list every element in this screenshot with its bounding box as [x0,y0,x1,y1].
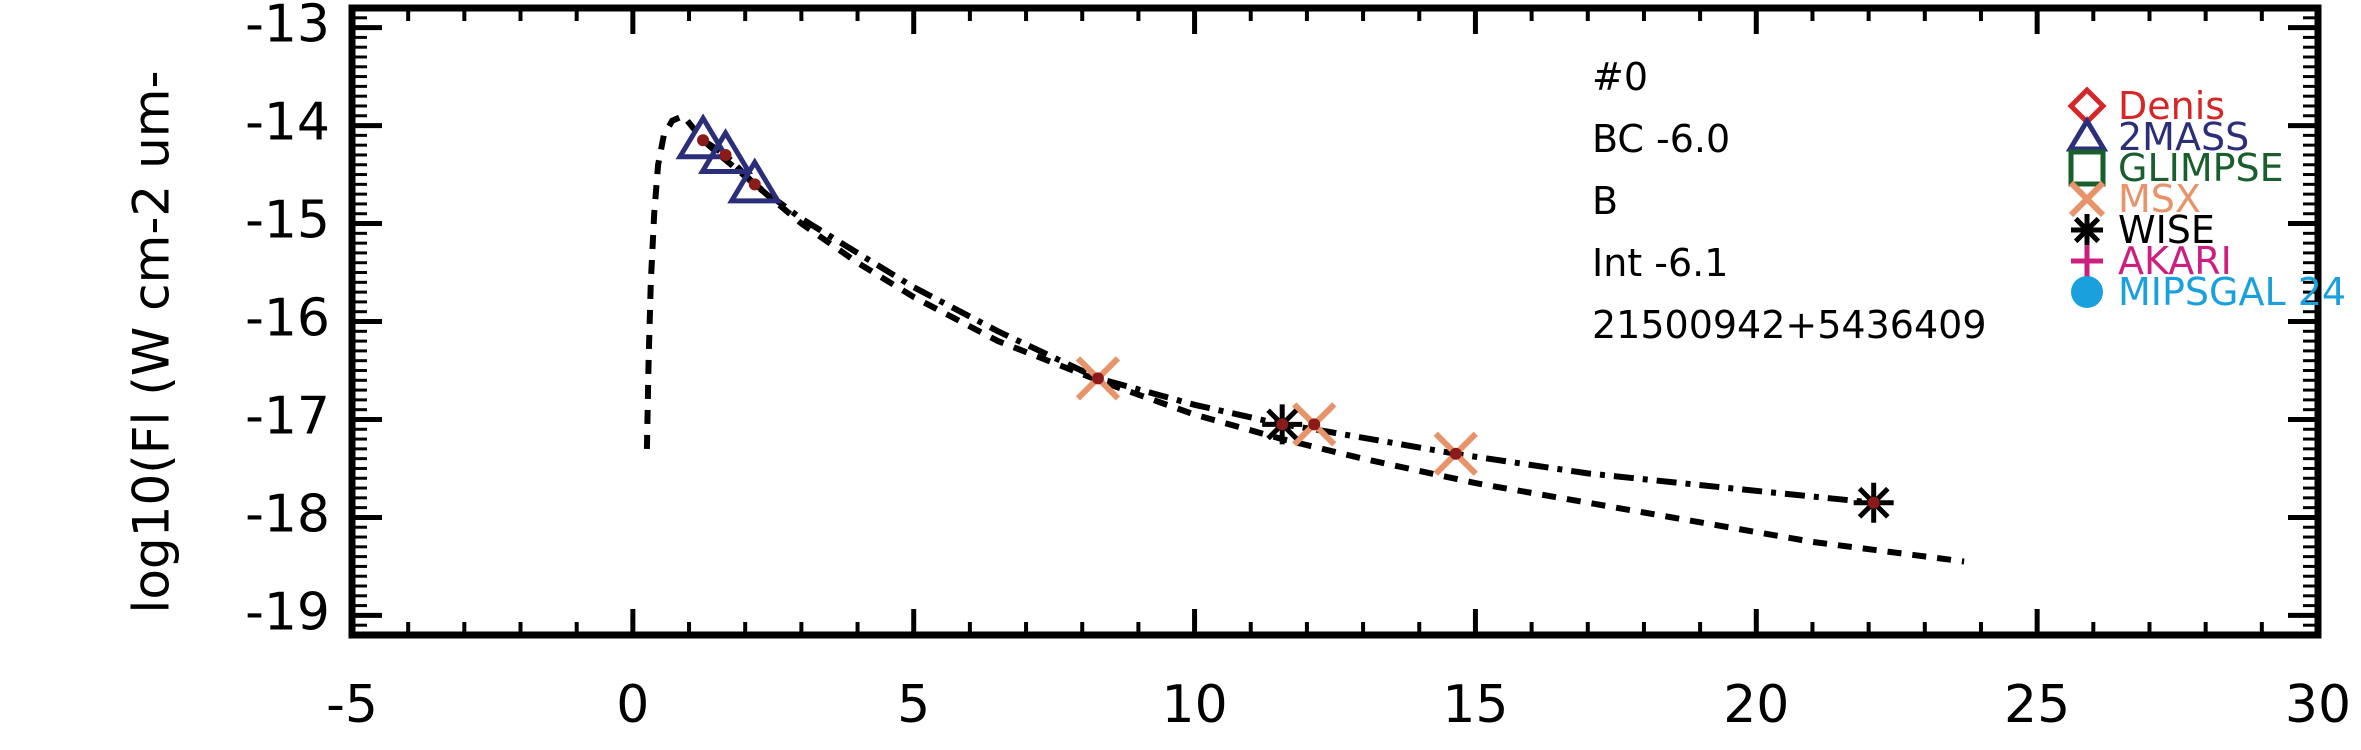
y-tick-labels: -13 -14 -15 -16 -17 -18 -19 [245,0,330,642]
legend-label-denis: Denis [2118,84,2225,128]
data-point-triangle-shape [698,128,754,174]
data-point-triangle [698,128,754,174]
data-point-center-dot [1091,372,1104,385]
legend-marker-wise [2071,214,2103,246]
data-point-triangle-shape [675,113,731,160]
data-point-center-dot [1449,447,1462,460]
legend-label-2mass: 2MASS [2118,115,2249,159]
y-tick-label: -18 [245,484,330,544]
legend-marker-msx-stroke-b [2068,180,2106,218]
x-tick-label: 5 [897,675,930,735]
data-point-center-dot [748,178,761,191]
data-points [675,113,1894,523]
y-tick-label: -17 [245,386,330,446]
x-tick-label: 10 [1161,675,1227,735]
data-point-triangle [675,113,731,160]
data-point-triangle-shape [727,157,783,204]
legend-marker-2mass-shape [2065,116,2109,152]
legend-label-msx: MSX [2118,177,2201,221]
x-tick-label: 30 [2285,675,2351,735]
y-tick-label: -16 [245,289,330,349]
y-tick-label: -15 [245,191,330,251]
y-tick-label: -14 [245,93,330,153]
data-point-center-dot [719,148,732,161]
legend-marker-msx [2068,180,2106,218]
legend-marker-wise-spoke [2073,216,2101,244]
annotation-bc: BC -6.0 [1592,117,1730,161]
y-tick-label: -19 [245,582,330,642]
y-axis-title: log10(Fl (W cm-2 um- [123,70,181,613]
data-point-center-dot [1308,418,1321,431]
legend-label-wise: WISE [2118,208,2215,252]
x-tick-labels: -5 0 5 10 15 20 25 30 [326,675,2351,735]
legend-label-mipsgal-24: MIPSGAL 24 [2118,270,2346,314]
legend-marker-mipsgal-24-shape [2071,276,2103,308]
annotation-block: #0 BC -6.0 B Int -6.1 21500942+5436409 [1592,55,1987,347]
legend-label-akari: AKARI [2118,239,2232,283]
x-tick-label: -5 [326,675,378,735]
annotation-index: #0 [1592,55,1648,99]
x-tick-label: 25 [2004,675,2070,735]
legend-marker-akari [2071,245,2103,277]
x-tick-label: 20 [1723,675,1789,735]
legend-label-glimpse: GLIMPSE [2118,146,2284,190]
x-tick-label: 15 [1442,675,1508,735]
x-tick-label: 0 [616,675,649,735]
model-curve-dashed [643,112,1965,565]
data-point-center-dot [1276,418,1289,431]
data-point-center-dot [697,134,710,147]
data-point-center-dot [1867,496,1880,509]
annotation-class: B [1592,179,1618,223]
legend-marker-2mass [2065,116,2109,152]
data-point-triangle [727,157,783,204]
annotation-int: Int -6.1 [1592,241,1728,285]
legend-marker-glimpse [2068,149,2106,187]
y-tick-label: -13 [245,0,330,55]
legend-marker-glimpse-shape [2068,149,2106,187]
annotation-source-id: 21500942+5436409 [1592,303,1987,347]
plot-frame [348,4,2322,639]
legend-marker-mipsgal-24 [2071,276,2103,308]
